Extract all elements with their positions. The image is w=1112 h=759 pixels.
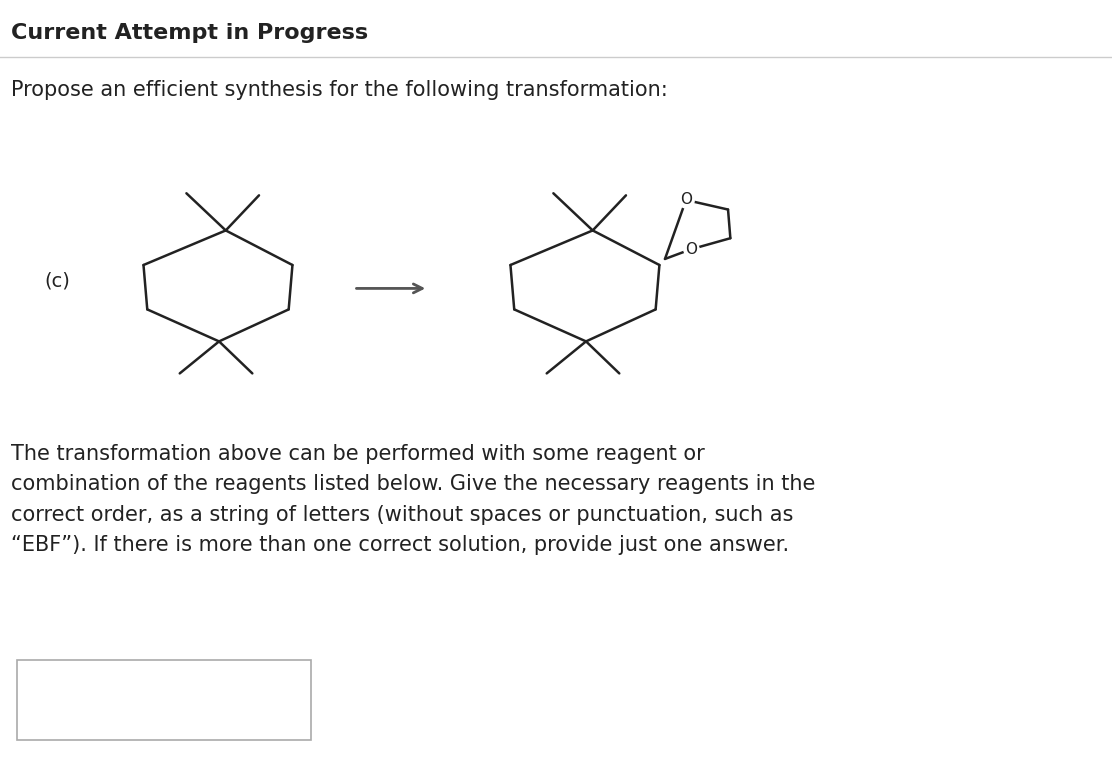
Text: O: O	[685, 242, 696, 257]
FancyBboxPatch shape	[17, 660, 311, 740]
Text: (c): (c)	[44, 271, 70, 291]
Text: Propose an efficient synthesis for the following transformation:: Propose an efficient synthesis for the f…	[11, 80, 668, 99]
Text: The transformation above can be performed with some reagent or
combination of th: The transformation above can be performe…	[11, 444, 815, 556]
Text: O: O	[681, 193, 692, 207]
Text: Current Attempt in Progress: Current Attempt in Progress	[11, 23, 368, 43]
